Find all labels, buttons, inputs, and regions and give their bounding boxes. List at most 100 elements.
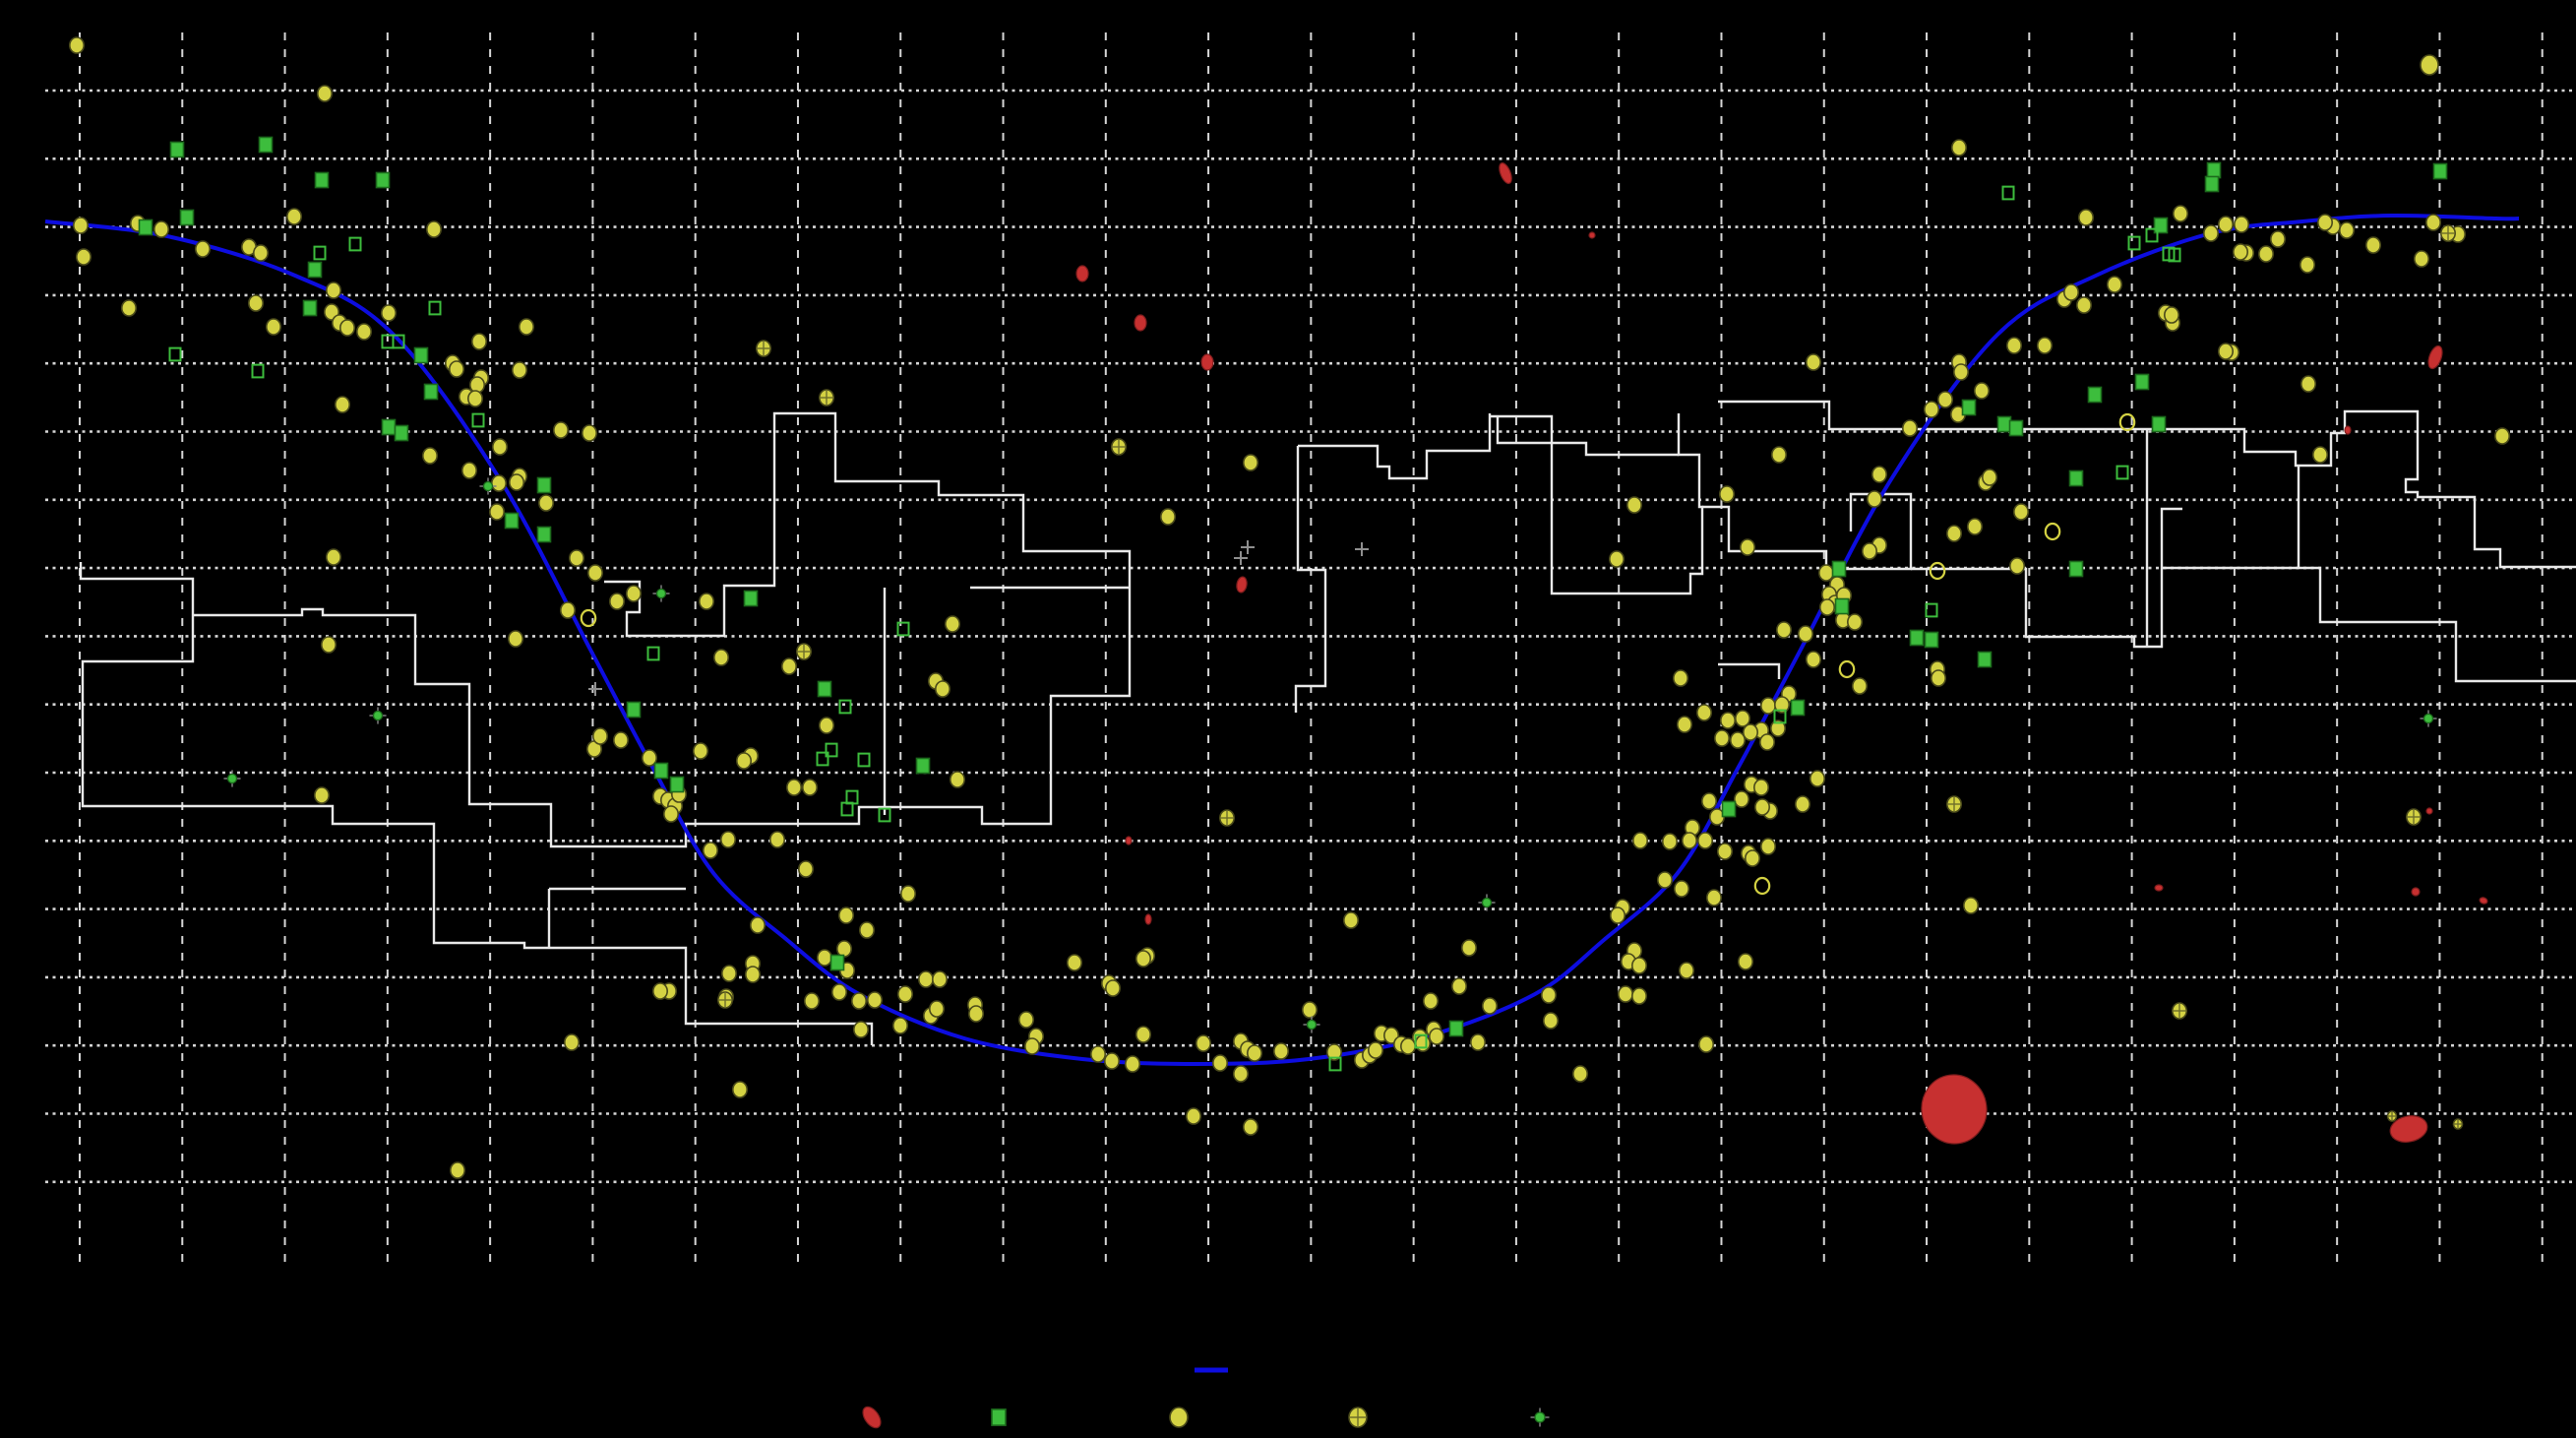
star-dot bbox=[2078, 209, 2095, 226]
star-dot bbox=[731, 1081, 748, 1098]
deepsky-square bbox=[169, 141, 185, 158]
star-dot bbox=[1326, 1043, 1343, 1061]
star-dot bbox=[355, 323, 372, 341]
star-dot bbox=[1867, 490, 1883, 508]
star-dot bbox=[2312, 446, 2329, 464]
star-dot bbox=[850, 992, 867, 1010]
star-dot bbox=[73, 217, 90, 234]
star-dot bbox=[1135, 950, 1152, 968]
star-dot bbox=[1745, 849, 1761, 867]
deepsky-square bbox=[536, 476, 552, 494]
red-nebula-ellipse bbox=[2411, 887, 2421, 897]
star-dot bbox=[662, 805, 679, 823]
green-star-dot bbox=[655, 588, 667, 599]
deepsky-square-open bbox=[2162, 246, 2176, 262]
star-dot bbox=[896, 985, 913, 1003]
deepsky-square bbox=[381, 418, 397, 436]
deepsky-square bbox=[2153, 217, 2169, 234]
star-dot bbox=[1953, 363, 1970, 381]
star-dot bbox=[518, 318, 534, 336]
star-dot bbox=[1734, 790, 1750, 808]
star-dot bbox=[1982, 469, 1998, 486]
star-dot bbox=[712, 649, 729, 666]
star-dot bbox=[1677, 716, 1693, 733]
star-dot bbox=[1090, 1045, 1107, 1063]
star-dot bbox=[1169, 1407, 1189, 1428]
star-ring bbox=[1929, 561, 1946, 581]
deepsky-square bbox=[1924, 631, 1939, 649]
star-dot bbox=[1662, 833, 1679, 850]
star-dot bbox=[866, 991, 883, 1009]
star-dot bbox=[2076, 296, 2093, 314]
star-dot bbox=[325, 281, 341, 299]
star-dot bbox=[2420, 54, 2439, 76]
star-dot bbox=[1862, 542, 1878, 560]
star-dot bbox=[612, 731, 629, 749]
deepsky-square bbox=[991, 1408, 1007, 1426]
deepsky-square bbox=[1996, 415, 2012, 433]
deepsky-square-open bbox=[838, 699, 852, 715]
star-dot bbox=[852, 1021, 869, 1038]
star-dot bbox=[1738, 953, 1754, 970]
star-dot bbox=[692, 742, 708, 760]
star-dot bbox=[2365, 236, 2382, 254]
constellation-boundaries bbox=[79, 400, 2576, 1045]
stars-yellow bbox=[69, 36, 2511, 1179]
star-dot bbox=[1247, 1044, 1263, 1062]
star-dot bbox=[1730, 731, 1747, 749]
deepsky-square bbox=[375, 171, 391, 189]
deepsky-square bbox=[829, 954, 845, 971]
stars-yellow-crossed bbox=[716, 224, 2464, 1130]
star-dot bbox=[552, 421, 569, 439]
star-dot bbox=[830, 983, 847, 1001]
deepsky-square bbox=[1961, 399, 1977, 416]
star-dot bbox=[490, 474, 507, 492]
deepsky-green-squares bbox=[138, 136, 2448, 1112]
deepsky-square bbox=[314, 171, 330, 189]
star-dot bbox=[121, 299, 138, 317]
star-dot bbox=[2300, 256, 2316, 274]
star-dot bbox=[967, 1005, 984, 1023]
green-star-dot bbox=[372, 710, 384, 721]
star-dot bbox=[2270, 230, 2287, 248]
star-dot bbox=[313, 786, 330, 804]
star-dot bbox=[466, 390, 483, 407]
star-dot bbox=[1631, 987, 1648, 1005]
star-dot bbox=[76, 248, 92, 266]
star-dot bbox=[470, 333, 487, 350]
star-dot bbox=[69, 36, 86, 54]
stars-yellow-ring bbox=[580, 412, 2136, 896]
deepsky-square bbox=[2008, 419, 2024, 437]
star-dot bbox=[1852, 677, 1869, 695]
green-star-dot bbox=[2423, 713, 2434, 724]
star-dot bbox=[1125, 1055, 1141, 1073]
deepsky-square-open bbox=[2116, 465, 2129, 480]
star-dot bbox=[1632, 832, 1649, 849]
red-nebula-ellipse bbox=[1075, 265, 1089, 282]
star-dot bbox=[1974, 382, 1991, 400]
deepsky-square-open bbox=[2001, 185, 2015, 201]
deepsky-square bbox=[413, 346, 429, 364]
star-dot bbox=[720, 965, 737, 982]
star-dot bbox=[1795, 795, 1811, 813]
star-dot bbox=[1701, 792, 1718, 810]
deepsky-square bbox=[423, 383, 439, 401]
star-dot bbox=[1719, 485, 1736, 503]
constellation-boundary-line bbox=[2162, 566, 2576, 683]
star-dot bbox=[735, 752, 752, 770]
star-dot bbox=[1717, 843, 1734, 860]
star-dot bbox=[837, 907, 854, 924]
star-dot bbox=[1706, 889, 1723, 907]
star-dot bbox=[801, 779, 818, 796]
faint-plus-markers bbox=[588, 540, 1369, 696]
star-dot bbox=[1243, 454, 1259, 471]
star-dot bbox=[1937, 391, 1954, 408]
star-dot bbox=[1067, 954, 1083, 971]
star-dot bbox=[1806, 353, 1822, 371]
deepsky-square bbox=[179, 209, 195, 226]
deepsky-square bbox=[394, 424, 409, 442]
deepsky-square bbox=[504, 512, 520, 530]
constellation-boundary-line bbox=[1718, 400, 1962, 431]
red-nebula-ellipse bbox=[2479, 897, 2488, 905]
